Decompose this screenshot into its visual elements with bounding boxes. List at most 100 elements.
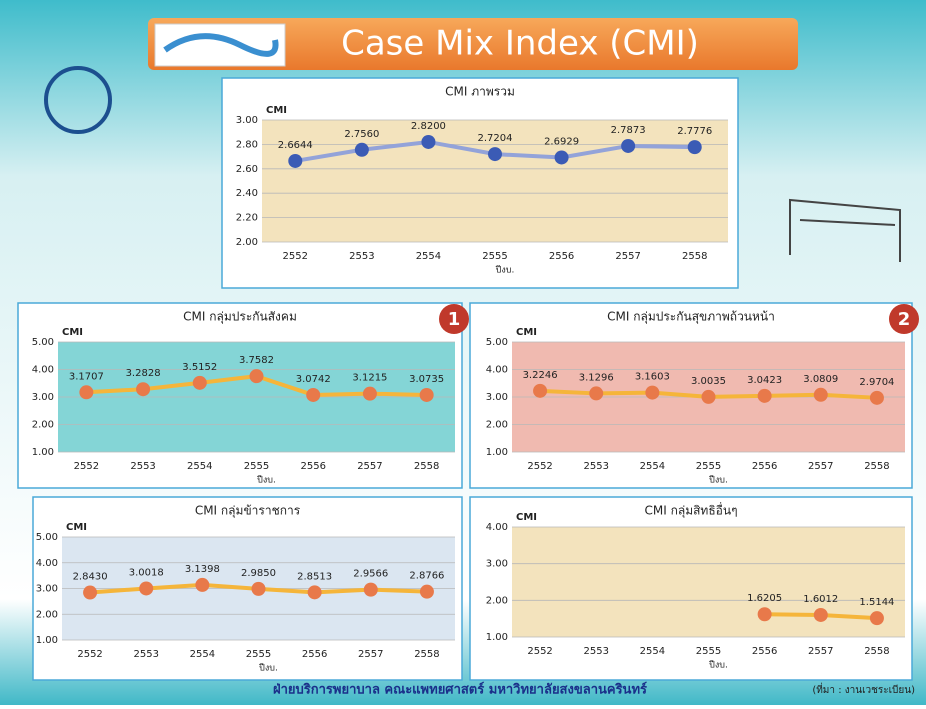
data-label: 2.6929 [544, 136, 579, 147]
y-tick-label: 1.00 [36, 635, 58, 646]
x-tick-label: 2558 [414, 649, 439, 660]
data-point [702, 390, 716, 404]
data-label: 3.0035 [691, 376, 726, 387]
y-axis-label: CMI [266, 105, 287, 116]
x-tick-label: 2552 [283, 251, 308, 262]
y-tick-label: 3.00 [486, 559, 508, 570]
x-tick-label: 2556 [302, 649, 327, 660]
data-point [758, 389, 772, 403]
x-axis-label: ปีงบ. [709, 475, 728, 486]
y-tick-label: 2.80 [236, 139, 258, 150]
data-label: 2.7873 [611, 125, 646, 136]
y-tick-label: 2.60 [236, 164, 258, 175]
data-point [83, 586, 97, 600]
x-tick-label: 2554 [640, 646, 665, 657]
data-label: 2.9850 [241, 568, 276, 579]
data-label: 3.0809 [803, 374, 838, 385]
data-label: 2.8766 [409, 571, 444, 582]
x-tick-label: 2554 [187, 461, 212, 472]
data-point [288, 154, 302, 168]
source-note: (ที่มา : งานเวชระเบียน) [812, 682, 915, 696]
data-point [870, 391, 884, 405]
data-point [252, 582, 266, 596]
x-tick-label: 2554 [640, 461, 665, 472]
data-label: 3.0735 [409, 374, 444, 385]
data-label: 2.7560 [344, 129, 379, 140]
x-tick-label: 2558 [864, 461, 889, 472]
data-label: 3.0018 [129, 567, 164, 578]
data-label: 2.7204 [478, 133, 513, 144]
y-tick-label: 1.00 [32, 447, 54, 458]
x-tick-label: 2554 [416, 251, 441, 262]
y-tick-label: 4.00 [36, 558, 58, 569]
chart-title: CMI กลุ่มสิทธิอื่นๆ [644, 502, 737, 519]
y-tick-label: 3.00 [32, 392, 54, 403]
x-tick-label: 2553 [583, 646, 608, 657]
data-label: 3.0423 [747, 375, 782, 386]
data-point [79, 385, 93, 399]
x-tick-label: 2553 [130, 461, 155, 472]
y-axis-label: CMI [516, 512, 537, 523]
y-tick-label: 5.00 [36, 532, 58, 543]
data-label: 1.6205 [747, 593, 782, 604]
badge-label: 2 [898, 309, 911, 330]
data-label: 2.7776 [677, 126, 712, 137]
x-tick-label: 2556 [752, 646, 777, 657]
data-label: 3.1215 [352, 373, 387, 384]
chart-title: CMI กลุ่มประกันสุขภาพถ้วนหน้า [607, 310, 775, 325]
x-tick-label: 2557 [615, 251, 640, 262]
data-label: 2.6644 [278, 140, 313, 151]
y-tick-label: 3.00 [236, 115, 258, 126]
x-tick-label: 2555 [244, 461, 269, 472]
footer-text: ฝ่ายบริการพยาบาล คณะแพทยศาสตร์ มหาวิทยาล… [273, 682, 647, 698]
data-label: 2.8200 [411, 121, 446, 132]
x-tick-label: 2555 [246, 649, 271, 660]
x-tick-label: 2557 [808, 461, 833, 472]
x-tick-label: 2553 [133, 649, 158, 660]
y-tick-label: 2.00 [36, 609, 58, 620]
y-tick-label: 4.00 [486, 365, 508, 376]
data-point [308, 585, 322, 599]
y-axis-label: CMI [516, 327, 537, 338]
x-tick-label: 2553 [349, 251, 374, 262]
y-tick-label: 2.40 [236, 188, 258, 199]
data-point [193, 376, 207, 390]
data-point [136, 382, 150, 396]
data-label: 2.8430 [73, 572, 108, 583]
data-label: 3.1603 [635, 372, 670, 383]
data-label: 3.7582 [239, 355, 274, 366]
plot-area [512, 527, 905, 637]
data-point [621, 139, 635, 153]
data-point [195, 578, 209, 592]
data-point [364, 583, 378, 597]
data-label: 3.2246 [523, 370, 558, 381]
x-tick-label: 2555 [696, 461, 721, 472]
data-label: 2.8513 [297, 571, 332, 582]
x-tick-label: 2556 [549, 251, 574, 262]
data-point [688, 140, 702, 154]
y-tick-label: 1.00 [486, 447, 508, 458]
data-label: 3.5152 [182, 362, 217, 373]
data-label: 1.6012 [803, 594, 838, 605]
slide: Case Mix Index (CMI) ฝ่ายบริการพยาบาล คณ… [0, 0, 926, 705]
y-tick-label: 1.00 [486, 632, 508, 643]
data-point [870, 611, 884, 625]
chart-title: CMI กลุ่มข้าราชการ [195, 504, 301, 519]
data-label: 3.1707 [69, 371, 104, 382]
x-axis-label: ปีงบ. [257, 475, 276, 486]
data-point [139, 581, 153, 595]
x-axis-label: ปีงบ. [495, 265, 514, 276]
y-axis-label: CMI [66, 522, 87, 533]
data-point [533, 384, 547, 398]
data-point [814, 388, 828, 402]
x-tick-label: 2554 [190, 649, 215, 660]
x-axis-label: ปีงบ. [709, 660, 728, 671]
data-point [555, 150, 569, 164]
data-point [363, 387, 377, 401]
y-axis-label: CMI [62, 327, 83, 338]
y-tick-label: 4.00 [32, 365, 54, 376]
x-axis-label: ปีงบ. [259, 663, 278, 674]
x-tick-label: 2556 [300, 461, 325, 472]
data-label: 1.5144 [859, 597, 894, 608]
data-label: 2.9704 [859, 377, 894, 388]
